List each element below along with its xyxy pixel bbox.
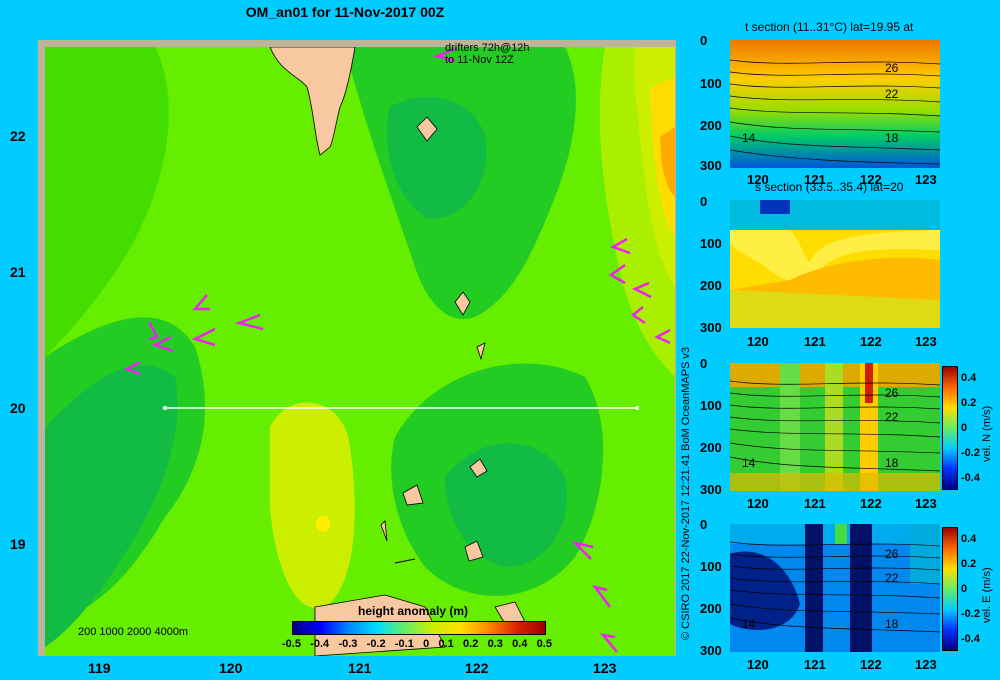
p3-x123: 123: [915, 496, 937, 511]
vel-e-colorbar: [942, 527, 958, 651]
height-anomaly-map[interactable]: [45, 47, 675, 656]
drifters-note-line2: to 11-Nov 12Z: [445, 54, 514, 66]
vel-e-section[interactable]: 26 22 14 18: [730, 524, 940, 652]
p1-y200: 200: [700, 118, 722, 133]
x-tick-120: 120: [219, 660, 243, 676]
vel-n-label: vel. N (m/s): [981, 405, 993, 462]
svg-text:22: 22: [885, 87, 899, 101]
p3-x122: 122: [860, 496, 882, 511]
colorbar-ticks: -0.5 -0.4 -0.3 -0.2 -0.1 0 0.1 0.2 0.3 0.4 0.5: [282, 638, 552, 650]
p2-y100: 100: [700, 236, 722, 251]
svg-text:14: 14: [742, 131, 756, 145]
p1-y100: 100: [700, 76, 722, 91]
vel-e-ticks: 0.4 0.2 0 -0.2 -0.4: [961, 533, 980, 645]
temperature-section[interactable]: 26 22 14 18: [730, 40, 940, 168]
svg-text:18: 18: [885, 131, 899, 145]
y-tick-21: 21: [10, 264, 26, 280]
salinity-section[interactable]: [730, 200, 940, 328]
p2-x121: 121: [804, 334, 826, 349]
svg-text:26: 26: [885, 547, 899, 561]
depth-legend: 200 1000 2000 4000m: [78, 626, 189, 638]
p2-y0: 0: [700, 194, 708, 209]
svg-text:26: 26: [885, 61, 899, 75]
vel-n-section[interactable]: 26 22 14 18: [730, 363, 940, 491]
x-tick-121: 121: [348, 660, 372, 676]
p4-y100: 100: [700, 559, 722, 574]
p4-y0: 0: [700, 517, 708, 532]
svg-text:14: 14: [742, 617, 756, 631]
p4-y300: 300: [700, 643, 722, 658]
p1-x121: 121: [804, 172, 826, 187]
p3-y300: 300: [700, 482, 722, 497]
svg-text:18: 18: [885, 617, 899, 631]
p3-y200: 200: [700, 440, 722, 455]
x-tick-122: 122: [465, 660, 489, 676]
colorbar-title: height anomaly (m): [358, 604, 469, 618]
panel2-title: s section (33.5..35.4) lat=20: [755, 180, 904, 194]
svg-text:18: 18: [885, 456, 899, 470]
svg-text:14: 14: [742, 456, 756, 470]
vel-n-colorbar: [942, 366, 958, 490]
credit-text: © CSIRO 2017 22-Nov-2017 12:21:41 BoM Oc…: [680, 346, 692, 640]
p4-x122: 122: [860, 657, 882, 672]
p1-y300: 300: [700, 158, 722, 173]
vel-e-label: vel. E (m/s): [981, 567, 993, 623]
p2-x120: 120: [747, 334, 769, 349]
x-tick-119: 119: [88, 660, 111, 676]
p4-x120: 120: [747, 657, 769, 672]
svg-text:22: 22: [885, 571, 899, 585]
y-tick-19: 19: [10, 536, 26, 552]
p1-y0: 0: [700, 33, 708, 48]
y-tick-22: 22: [10, 128, 26, 144]
p2-x123: 123: [915, 334, 937, 349]
vel-n-ticks: 0.4 0.2 0 -0.2 -0.4: [961, 372, 980, 484]
svg-text:22: 22: [885, 410, 899, 424]
p1-x122: 122: [860, 172, 882, 187]
p1-x123: 123: [915, 172, 937, 187]
p3-y0: 0: [700, 356, 708, 371]
p3-y100: 100: [700, 398, 722, 413]
x-tick-123: 123: [593, 660, 617, 676]
p2-y200: 200: [700, 278, 722, 293]
drifters-note-line1: drifters 72h@12h: [445, 42, 530, 54]
p4-x121: 121: [804, 657, 826, 672]
p4-x123: 123: [915, 657, 937, 672]
map-title: OM_an01 for 11-Nov-2017 00Z: [245, 4, 445, 20]
p3-x121: 121: [804, 496, 826, 511]
p3-x120: 120: [747, 496, 769, 511]
panel1-title: t section (11..31°C) lat=19.95 at: [745, 20, 914, 34]
p2-y300: 300: [700, 320, 722, 335]
colorbar: [292, 621, 546, 635]
y-tick-20: 20: [10, 400, 26, 416]
p2-x122: 122: [860, 334, 882, 349]
p1-x120: 120: [747, 172, 769, 187]
svg-text:26: 26: [885, 386, 899, 400]
p4-y200: 200: [700, 601, 722, 616]
